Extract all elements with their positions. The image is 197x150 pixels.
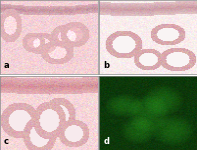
Text: c: c bbox=[4, 136, 9, 146]
Text: a: a bbox=[4, 61, 9, 70]
Text: b: b bbox=[103, 61, 109, 70]
Text: d: d bbox=[103, 136, 109, 146]
